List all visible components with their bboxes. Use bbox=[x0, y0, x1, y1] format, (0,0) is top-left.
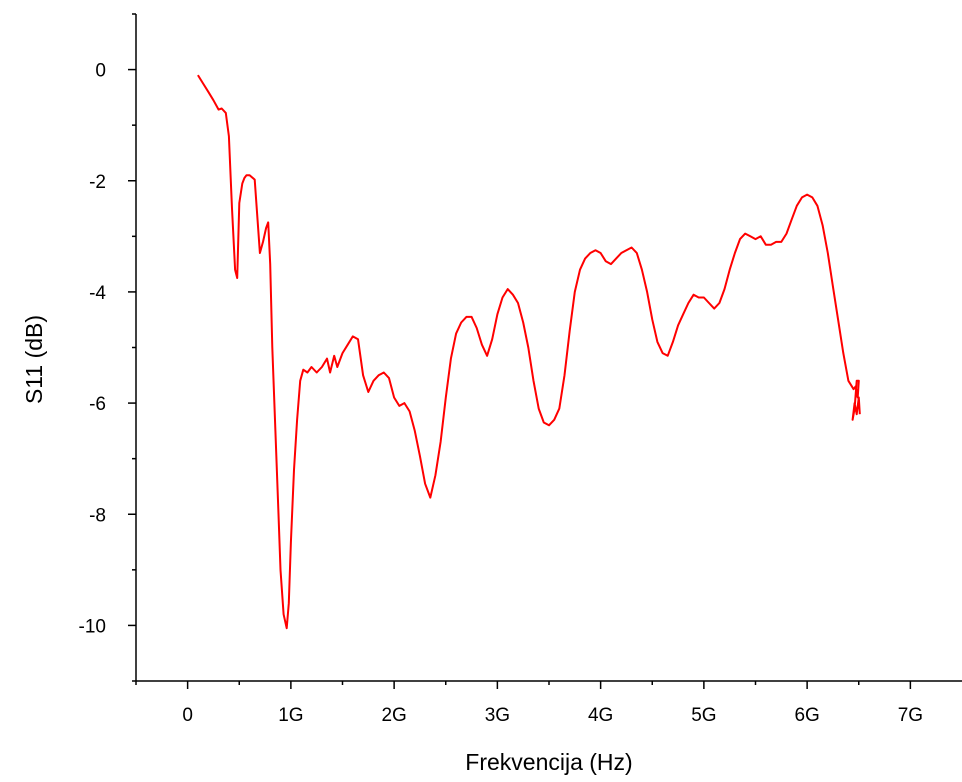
x-axis-ticks: 0 1G 2G 3G 4G 5G 6G 7G bbox=[135, 681, 923, 726]
y-tick-label: -8 bbox=[89, 505, 106, 526]
x-axis-title: Frekvencija (Hz) bbox=[465, 749, 632, 775]
x-tick-label: 6G bbox=[794, 705, 819, 726]
x-tick-label: 3G bbox=[485, 705, 510, 726]
s11-series-line bbox=[197, 74, 861, 630]
x-tick-label: 5G bbox=[691, 705, 716, 726]
y-tick-label: 0 bbox=[95, 61, 106, 82]
x-tick-label: 2G bbox=[381, 705, 406, 726]
x-tick-label: 0 bbox=[182, 705, 193, 726]
y-axis-ticks: 0 -2 -4 -6 -8 -10 bbox=[79, 13, 136, 682]
x-tick-label: 1G bbox=[278, 705, 303, 726]
plot-area bbox=[135, 14, 962, 682]
y-axis-title: S11 (dB) bbox=[21, 315, 47, 404]
y-tick-label: -10 bbox=[79, 616, 106, 637]
y-tick-label: -4 bbox=[89, 283, 106, 304]
y-tick-label: -6 bbox=[89, 394, 106, 415]
y-tick-label: -2 bbox=[89, 172, 106, 193]
x-tick-label: 7G bbox=[898, 705, 923, 726]
x-tick-label: 4G bbox=[588, 705, 613, 726]
